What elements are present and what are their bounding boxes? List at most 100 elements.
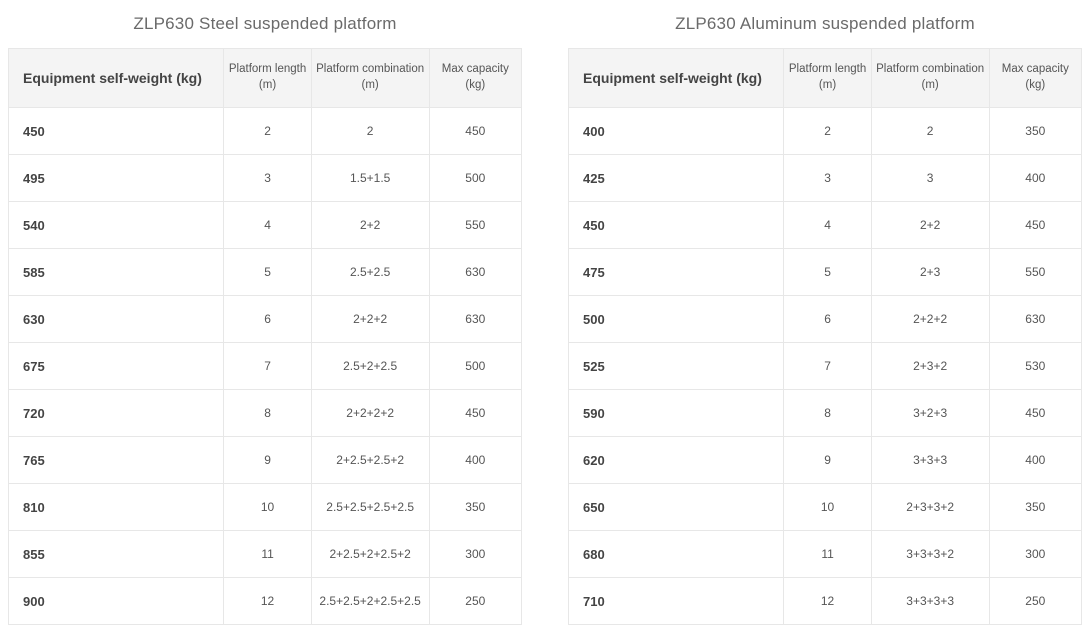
cell-length: 4	[224, 202, 311, 249]
steel-title: ZLP630 Steel suspended platform	[8, 14, 522, 34]
cell-combination: 2	[311, 108, 429, 155]
cell-capacity: 630	[429, 296, 521, 343]
cell-capacity: 350	[429, 484, 521, 531]
col-platform-length: Platform length (m)	[784, 49, 871, 108]
cell-combination: 2.5+2.5+2+2.5+2.5	[311, 578, 429, 625]
aluminum-tbody: 400223504253340045042+245047552+35505006…	[569, 108, 1082, 625]
cell-combination: 2+2+2	[871, 296, 989, 343]
table-row: 62093+3+3400	[569, 437, 1082, 484]
table-row: 54042+2550	[9, 202, 522, 249]
table-row: 59083+2+3450	[569, 390, 1082, 437]
cell-self-weight: 680	[569, 531, 784, 578]
table-row: 810102.5+2.5+2.5+2.5350	[9, 484, 522, 531]
cell-length: 10	[784, 484, 871, 531]
cell-combination: 2.5+2+2.5	[311, 343, 429, 390]
cell-combination: 3+3+3	[871, 437, 989, 484]
cell-combination: 2+2.5+2.5+2	[311, 437, 429, 484]
table-row: 76592+2.5+2.5+2400	[9, 437, 522, 484]
steel-table: Equipment self-weight (kg) Platform leng…	[8, 48, 522, 625]
table-row: 52572+3+2530	[569, 343, 1082, 390]
col-self-weight: Equipment self-weight (kg)	[569, 49, 784, 108]
cell-combination: 2+2+2	[311, 296, 429, 343]
table-row: 50062+2+2630	[569, 296, 1082, 343]
table-row: 45042+2450	[569, 202, 1082, 249]
cell-self-weight: 710	[569, 578, 784, 625]
cell-capacity: 250	[989, 578, 1081, 625]
steel-panel: ZLP630 Steel suspended platform Equipmen…	[8, 10, 522, 625]
cell-length: 3	[224, 155, 311, 202]
table-row: 650102+3+3+2350	[569, 484, 1082, 531]
cell-combination: 2+3	[871, 249, 989, 296]
cell-self-weight: 475	[569, 249, 784, 296]
cell-combination: 2.5+2.5+2.5+2.5	[311, 484, 429, 531]
cell-combination: 2+2	[311, 202, 429, 249]
cell-capacity: 350	[989, 484, 1081, 531]
cell-capacity: 550	[989, 249, 1081, 296]
table-row: 63062+2+2630	[9, 296, 522, 343]
cell-capacity: 630	[429, 249, 521, 296]
cell-length: 8	[224, 390, 311, 437]
cell-self-weight: 450	[569, 202, 784, 249]
table-row: 49531.5+1.5500	[9, 155, 522, 202]
aluminum-panel: ZLP630 Aluminum suspended platform Equip…	[568, 10, 1082, 625]
cell-length: 6	[784, 296, 871, 343]
cell-length: 5	[224, 249, 311, 296]
cell-length: 2	[224, 108, 311, 155]
cell-length: 11	[224, 531, 311, 578]
table-row: 900122.5+2.5+2+2.5+2.5250	[9, 578, 522, 625]
cell-self-weight: 540	[9, 202, 224, 249]
table-row: 67572.5+2+2.5500	[9, 343, 522, 390]
cell-capacity: 400	[989, 155, 1081, 202]
cell-self-weight: 585	[9, 249, 224, 296]
cell-capacity: 400	[989, 437, 1081, 484]
cell-length: 4	[784, 202, 871, 249]
col-platform-combination: Platform combination (m)	[311, 49, 429, 108]
table-row: 45022450	[9, 108, 522, 155]
cell-self-weight: 720	[9, 390, 224, 437]
cell-capacity: 450	[429, 108, 521, 155]
cell-length: 5	[784, 249, 871, 296]
table-row: 680113+3+3+2300	[569, 531, 1082, 578]
col-platform-length: Platform length (m)	[224, 49, 311, 108]
cell-self-weight: 400	[569, 108, 784, 155]
cell-length: 11	[784, 531, 871, 578]
cell-combination: 3+2+3	[871, 390, 989, 437]
cell-capacity: 250	[429, 578, 521, 625]
cell-length: 9	[784, 437, 871, 484]
cell-length: 3	[784, 155, 871, 202]
cell-self-weight: 675	[9, 343, 224, 390]
cell-self-weight: 450	[9, 108, 224, 155]
cell-length: 8	[784, 390, 871, 437]
cell-length: 2	[784, 108, 871, 155]
col-self-weight: Equipment self-weight (kg)	[9, 49, 224, 108]
cell-combination: 2.5+2.5	[311, 249, 429, 296]
cell-self-weight: 630	[9, 296, 224, 343]
steel-tbody: 4502245049531.5+1.550054042+255058552.5+…	[9, 108, 522, 625]
cell-length: 12	[224, 578, 311, 625]
cell-self-weight: 495	[9, 155, 224, 202]
cell-combination: 2+3+2	[871, 343, 989, 390]
cell-combination: 1.5+1.5	[311, 155, 429, 202]
cell-self-weight: 425	[569, 155, 784, 202]
cell-combination: 2	[871, 108, 989, 155]
cell-capacity: 630	[989, 296, 1081, 343]
cell-combination: 3+3+3+2	[871, 531, 989, 578]
cell-self-weight: 650	[569, 484, 784, 531]
table-row: 47552+3550	[569, 249, 1082, 296]
cell-capacity: 300	[429, 531, 521, 578]
cell-length: 7	[224, 343, 311, 390]
cell-capacity: 450	[989, 202, 1081, 249]
cell-self-weight: 500	[569, 296, 784, 343]
cell-capacity: 450	[989, 390, 1081, 437]
cell-combination: 3	[871, 155, 989, 202]
cell-capacity: 350	[989, 108, 1081, 155]
col-max-capacity: Max capacity (kg)	[989, 49, 1081, 108]
table-row: 710123+3+3+3250	[569, 578, 1082, 625]
cell-self-weight: 620	[569, 437, 784, 484]
aluminum-table: Equipment self-weight (kg) Platform leng…	[568, 48, 1082, 625]
cell-capacity: 550	[429, 202, 521, 249]
table-row: 72082+2+2+2450	[9, 390, 522, 437]
col-platform-combination: Platform combination (m)	[871, 49, 989, 108]
col-max-capacity: Max capacity (kg)	[429, 49, 521, 108]
table-header-row: Equipment self-weight (kg) Platform leng…	[569, 49, 1082, 108]
